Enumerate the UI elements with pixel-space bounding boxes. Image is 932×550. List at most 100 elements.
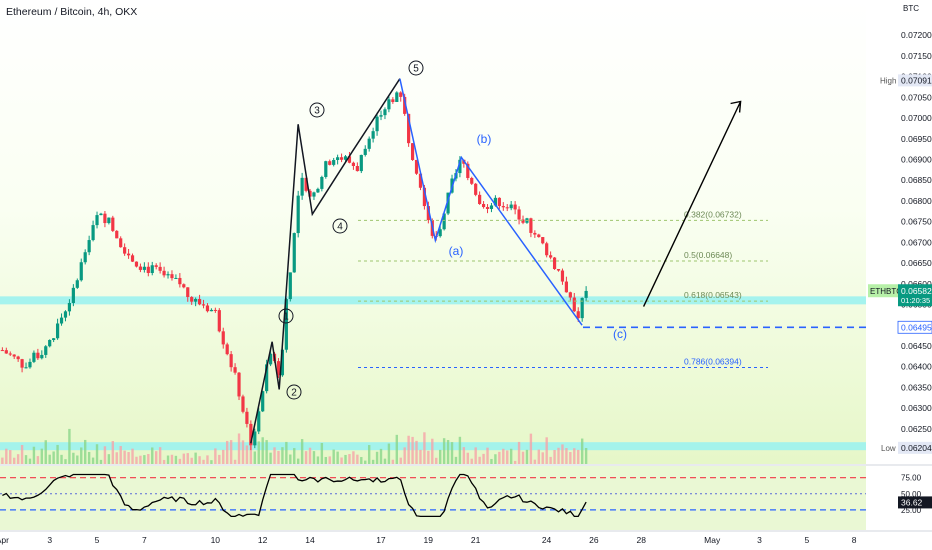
countdown-label: 01:20:35 [901, 296, 930, 305]
volume-bar [12, 457, 16, 464]
volume-bar [241, 440, 245, 464]
volume-bar [490, 458, 493, 464]
volume-bar [269, 452, 272, 464]
candle-body [111, 217, 115, 231]
volume-bar [44, 440, 47, 464]
volume-bar [446, 440, 450, 464]
volume-bar [320, 442, 324, 464]
candle-body [481, 203, 486, 208]
candle-body [332, 159, 336, 165]
candle-body [178, 277, 182, 285]
volume-bar [454, 456, 458, 464]
time-tick-label: 8 [852, 535, 857, 545]
volume-bar [83, 439, 87, 464]
volume-bar [190, 457, 193, 464]
current-price-box [898, 284, 932, 307]
volume-bar [419, 449, 422, 464]
candle-body [418, 173, 423, 188]
volume-bar [569, 452, 572, 464]
volume-bar [450, 442, 454, 464]
candle-body [162, 270, 166, 276]
time-tick-label: 12 [258, 535, 268, 545]
time-tick-label: 26 [589, 535, 599, 545]
volume-bar [367, 445, 371, 464]
candle-body [541, 237, 545, 244]
price-tick-label: 0.06400 [901, 362, 932, 372]
volume-bar [20, 445, 24, 464]
candle-body [347, 156, 352, 163]
candle-body [288, 272, 292, 300]
candle-body [75, 280, 79, 288]
impulse-wave-line [250, 78, 401, 444]
rsi-tick-label: 50.00 [901, 490, 922, 499]
volume-bar [364, 460, 367, 464]
current-price-label: 0.06582 [901, 286, 932, 296]
candle-body [529, 218, 533, 233]
price-tick-label: 0.06600 [901, 279, 932, 289]
volume-bar [502, 448, 505, 464]
candle-body [560, 270, 565, 282]
candle-body [8, 353, 12, 355]
candle-body [517, 209, 521, 220]
high-value-label: 0.07091 [901, 75, 932, 85]
candle-body [336, 157, 340, 160]
candle-body [190, 297, 194, 302]
volume-bar [462, 447, 466, 464]
candle-body [154, 265, 158, 267]
volume-bar [28, 458, 32, 464]
wave-label-circle [286, 384, 302, 400]
volume-bar [296, 458, 300, 464]
candle-body [182, 284, 186, 288]
candle-body [371, 131, 375, 139]
candle-body [146, 266, 150, 274]
candle-body [249, 423, 253, 446]
time-tick-label: 3 [757, 535, 762, 545]
volume-bar [99, 459, 103, 464]
wave-label-circle [309, 102, 325, 118]
candle-body [225, 344, 229, 355]
candle-body [513, 204, 517, 210]
candle-body [324, 161, 328, 177]
time-tick-label: 3 [47, 535, 52, 545]
volume-bar [147, 454, 150, 464]
volume-bar [517, 441, 521, 464]
wave-label-circle [408, 60, 424, 76]
rsi-tick-label: 75.00 [901, 474, 922, 483]
volume-bar [91, 457, 95, 464]
candle-body [296, 195, 300, 234]
volume-bar [158, 447, 162, 464]
candle-body [359, 154, 363, 172]
volume-bar [32, 446, 36, 464]
volume-bar [529, 433, 533, 464]
volume-bar [48, 454, 51, 464]
candle-body [280, 349, 285, 376]
volume-bar [328, 456, 331, 464]
volume-bar [68, 428, 71, 464]
volume-bar [316, 456, 320, 464]
time-tick-label: 14 [305, 535, 315, 545]
candle-body [426, 206, 430, 221]
volume-bar [304, 451, 308, 464]
volume-bar [229, 440, 233, 464]
volume-bar [344, 454, 347, 464]
price-tick-label: 0.06750 [901, 217, 932, 227]
candle-body [501, 206, 505, 208]
volume-bar [257, 441, 260, 464]
volume-bar [466, 452, 469, 464]
time-tick-label: 21 [471, 535, 481, 545]
candle-body [95, 215, 99, 226]
wave-label-2: 2 [291, 388, 297, 399]
candle-body [245, 411, 249, 424]
candle-body [221, 331, 225, 345]
candle-body [91, 225, 95, 241]
volume-bar [399, 457, 402, 464]
volume-bar [395, 434, 398, 464]
volume-bar [403, 447, 406, 464]
candle-body [52, 338, 56, 340]
volume-bar [360, 457, 363, 464]
candle-body [174, 277, 178, 279]
candle-body [103, 213, 107, 224]
volume-bar [24, 455, 28, 464]
candle-body [12, 354, 16, 357]
